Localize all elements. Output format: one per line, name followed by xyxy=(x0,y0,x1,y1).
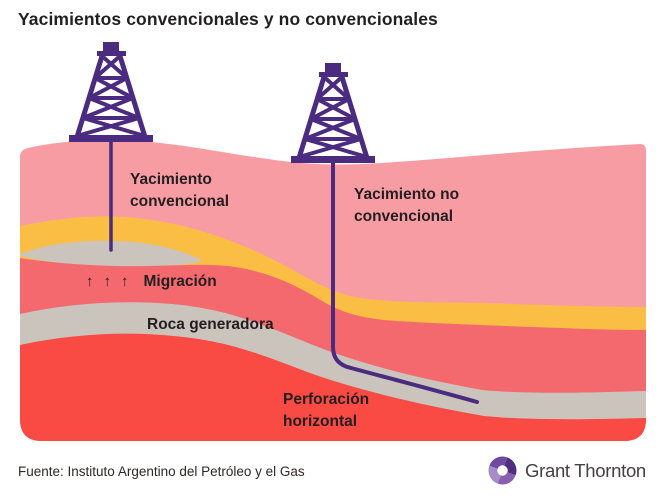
horizontal-well-unconventional xyxy=(331,160,479,404)
label-line: Perforación xyxy=(283,391,370,408)
label-source-rock: Roca generadora xyxy=(147,316,274,333)
label-migration: ↑ ↑ ↑ Migración xyxy=(86,271,217,293)
deep-layer xyxy=(20,333,646,441)
source-attribution: Fuente: Instituto Argentino del Petróleo… xyxy=(18,464,305,479)
label-line: Yacimiento no xyxy=(354,186,460,203)
label-line: Yacimiento xyxy=(130,171,212,188)
label-horizontal-drilling: Perforación horizontal xyxy=(283,389,369,433)
label-unconventional-reservoir: Yacimiento no convencional xyxy=(354,184,459,228)
label-line: horizontal xyxy=(283,413,358,430)
label-conventional-reservoir: Yacimiento convencional xyxy=(130,169,229,213)
conventional-trap-dome xyxy=(20,240,203,268)
oil-derrick-right-icon xyxy=(291,63,375,163)
oil-derrick-left-icon xyxy=(69,42,153,142)
label-line: convencional xyxy=(354,208,454,225)
grant-thornton-orb-icon xyxy=(488,456,517,485)
grant-thornton-logo: Grant Thornton xyxy=(487,455,646,486)
page-title: Yacimientos convencionales y no convenci… xyxy=(18,9,438,29)
up-arrow-icon: ↑ xyxy=(121,273,129,290)
label-line: convencional xyxy=(130,193,230,210)
up-arrow-icon: ↑ xyxy=(103,273,112,290)
label-migration-text: Migración xyxy=(143,273,217,290)
up-arrow-icon: ↑ xyxy=(86,273,94,290)
grant-thornton-wordmark: Grant Thornton xyxy=(525,459,646,481)
